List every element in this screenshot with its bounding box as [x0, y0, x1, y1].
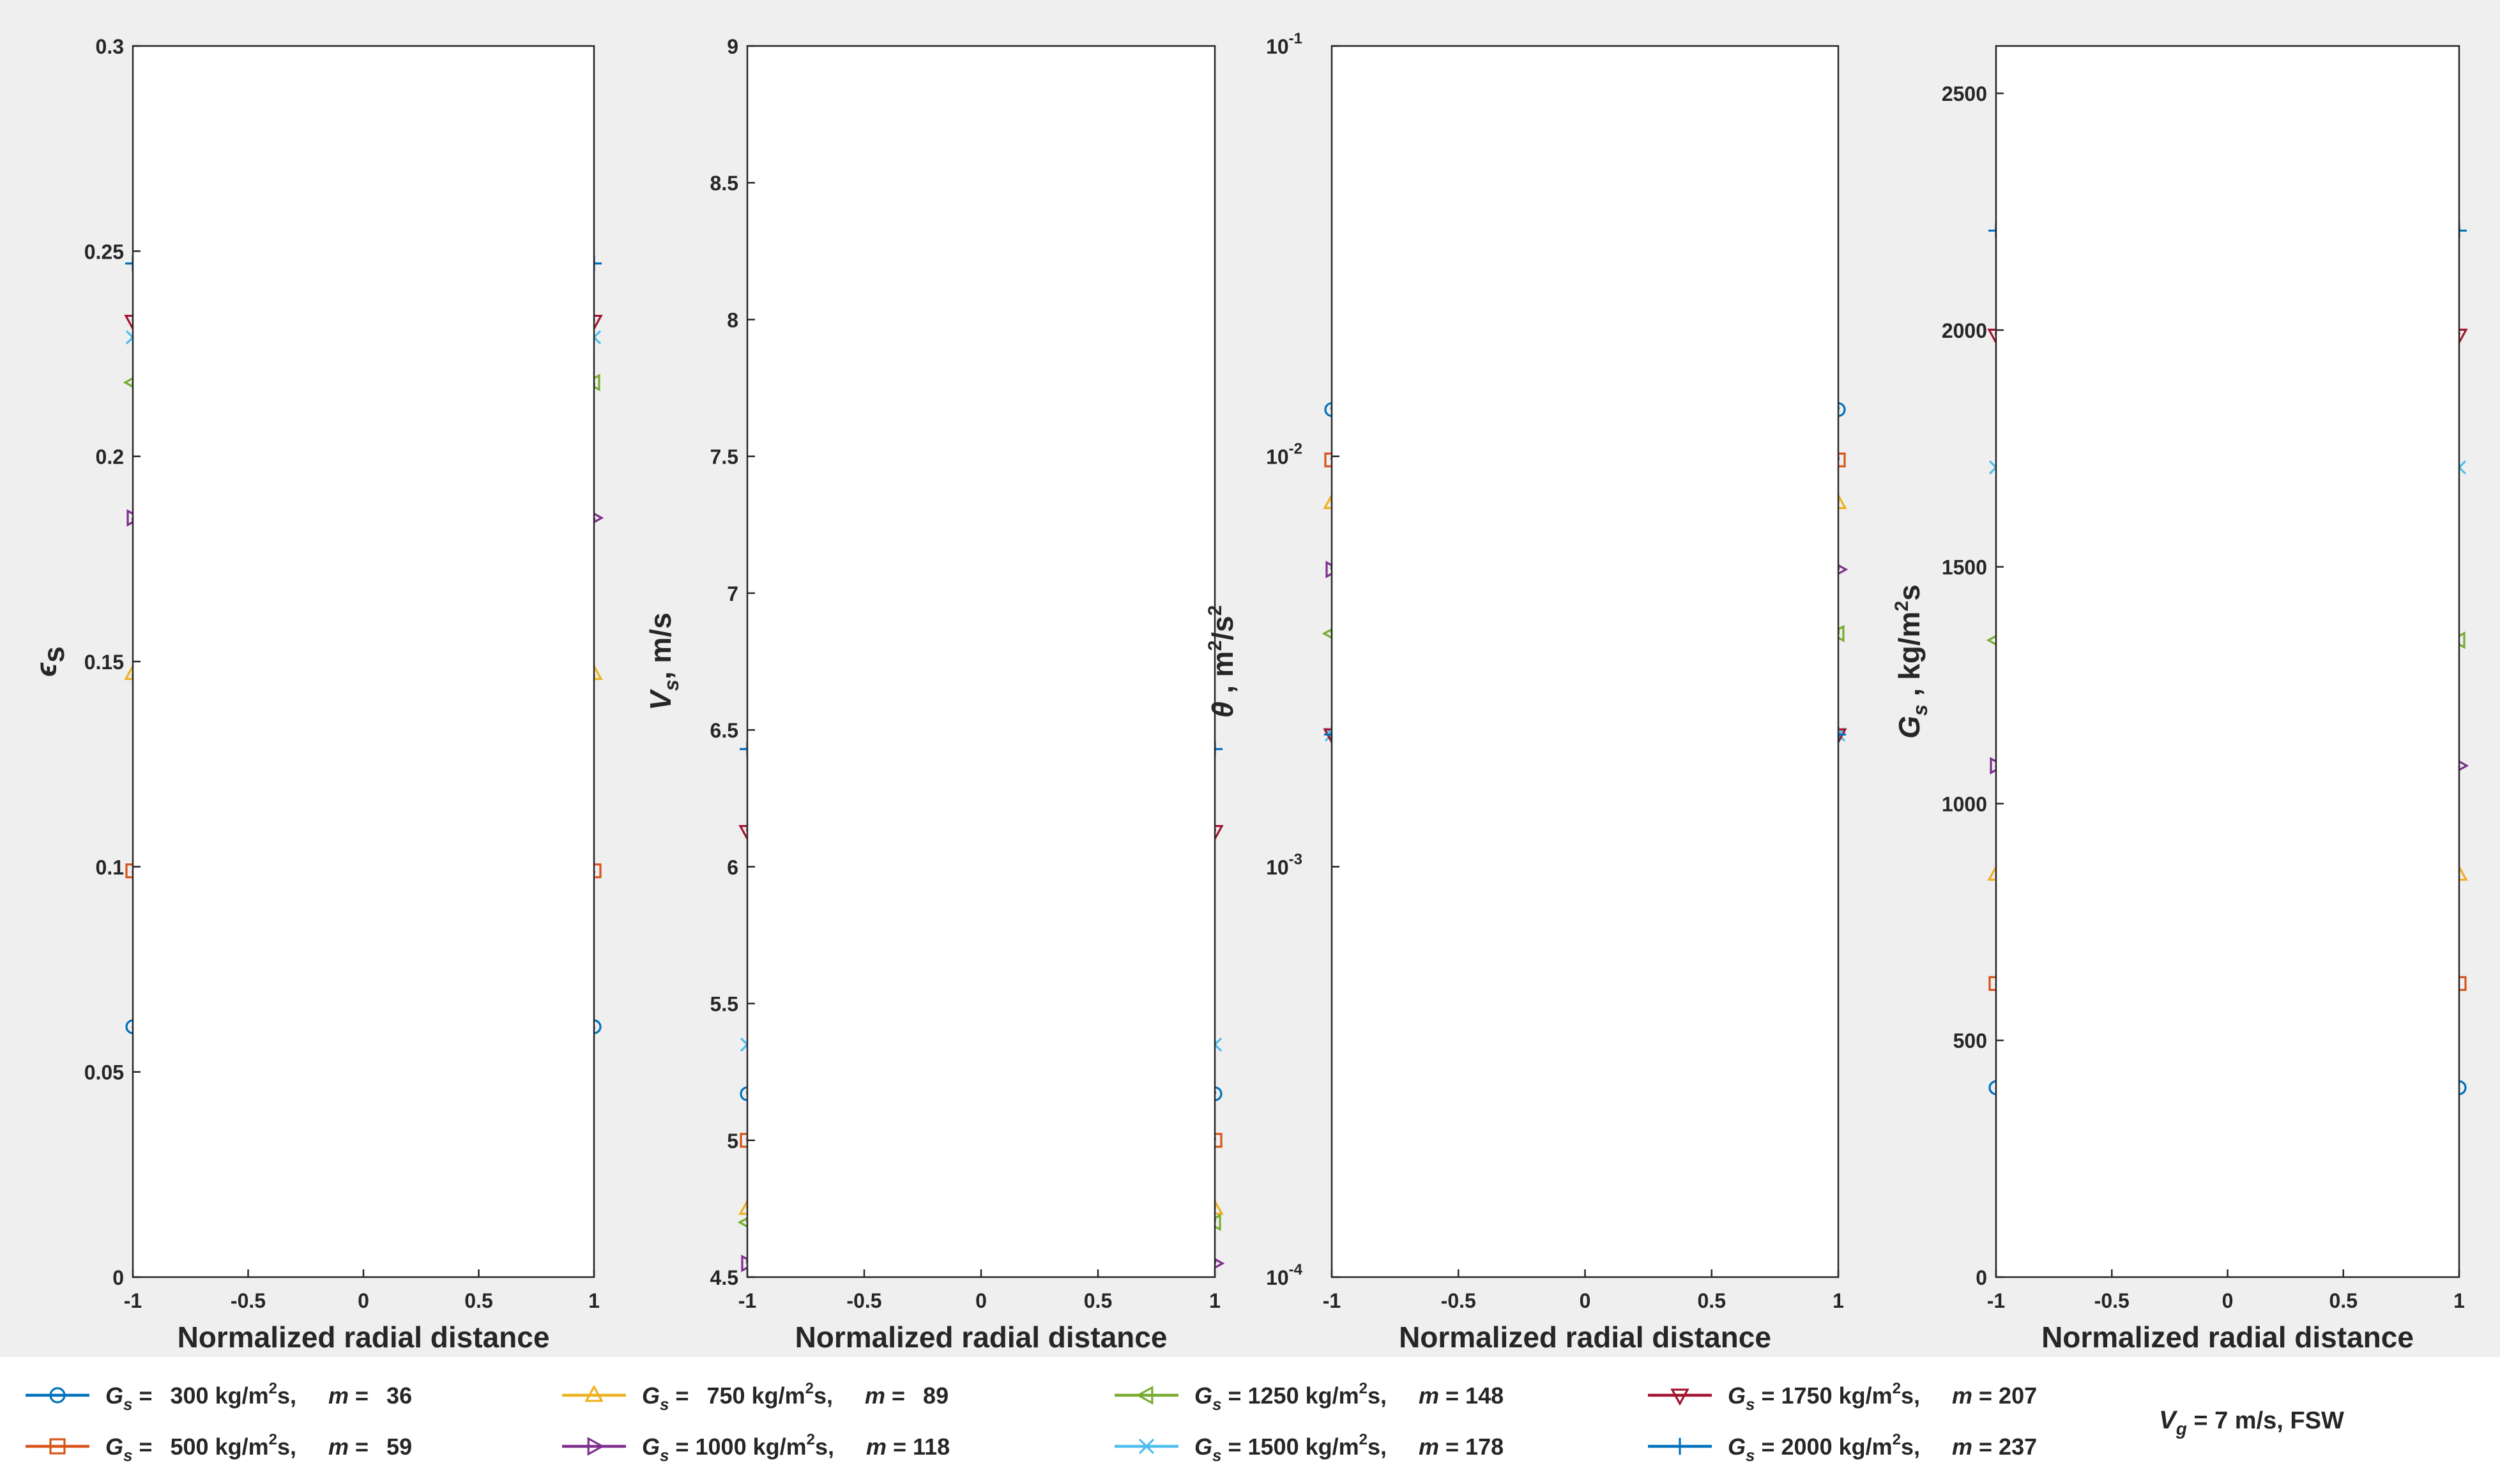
y-axis-label: ϵs — [29, 646, 70, 677]
y-tick-label: 0 — [1976, 1266, 1987, 1289]
x-tick-label: 0.5 — [1084, 1289, 1112, 1312]
panel-theta: -1 -0.5 0 0.5 1 10-4 10-3 10-2 10-1 Normalized ra… — [1205, 30, 1848, 1354]
x-tick-label: 0 — [358, 1289, 369, 1312]
y-tick-label: 8 — [727, 308, 738, 331]
y-tick-label: 2500 — [1942, 82, 1987, 105]
y-tick-label: 1000 — [1942, 792, 1987, 815]
x-axis-label: Normalized radial distance — [1399, 1321, 1771, 1354]
y-tick-label: 5 — [727, 1130, 738, 1153]
y-tick-label: 10-4 — [1266, 1261, 1303, 1289]
y-tick-label: 8.5 — [710, 172, 738, 195]
axes-box — [1995, 45, 2460, 1278]
legend-marker — [49, 1438, 66, 1455]
legend-marker — [1138, 1438, 1155, 1455]
x-tick-label: -1 — [738, 1289, 756, 1312]
legend-marker — [49, 1387, 66, 1404]
x-tick-label: -0.5 — [1441, 1289, 1476, 1312]
y-tick-label: 10-3 — [1266, 851, 1302, 879]
y-axis-label: Gs , kg/m2s — [1891, 584, 1932, 739]
legend-label: Gs = 2000 kg/m2s, m = 237 — [1728, 1431, 2037, 1465]
x-tick-label: 0 — [2222, 1289, 2234, 1312]
y-tick-label: 0.15 — [84, 651, 124, 674]
y-tick-label: 5.5 — [710, 993, 738, 1016]
y-tick-label: 7 — [727, 582, 738, 605]
legend-marker — [1136, 1386, 1154, 1405]
legend-label: Gs = 1250 kg/m2s, m = 148 — [1194, 1380, 1504, 1414]
y-tick-label: 0.25 — [84, 240, 124, 263]
y-tick-label: 500 — [1953, 1029, 1987, 1052]
legend-entry-300: Gs = 300 kg/m2s, m = 36 — [26, 1380, 412, 1414]
x-axis-label: Normalized radial distance — [795, 1321, 1168, 1354]
y-tick-label: 0.05 — [84, 1061, 124, 1084]
panel-velocity: -1 -0.5 0 0.5 1 4.5 5 5.5 6 6.5 7 7.5 8 8.5 9 Normalize… — [644, 35, 1225, 1354]
y-tick-label: 10-2 — [1266, 441, 1302, 469]
legend-label: Gs = 1750 kg/m2s, m = 207 — [1728, 1380, 2037, 1414]
panel-epsilon: -1 -0.5 0 0.5 1 0 0.05 0.1 0.15 0.2 0.25 0.3 Normali… — [29, 35, 604, 1354]
legend-entry-750: Gs = 750 kg/m2s, m = 89 — [562, 1380, 949, 1414]
legend-entry-1250: Gs = 1250 kg/m2s, m = 148 — [1115, 1380, 1504, 1414]
legend-marker — [1671, 1437, 1689, 1455]
legend-label: Gs = 1500 kg/m2s, m = 178 — [1194, 1431, 1504, 1465]
x-tick-label: -1 — [124, 1289, 142, 1312]
x-tick-label: 0 — [975, 1289, 987, 1312]
y-tick-label: 4.5 — [710, 1266, 738, 1289]
x-tick-label: -1 — [1323, 1289, 1341, 1312]
x-tick-label: -1 — [1987, 1289, 2005, 1312]
y-tick-label: 7.5 — [710, 446, 738, 469]
y-tick-label: 2000 — [1942, 319, 1987, 342]
x-tick-label: 1 — [1209, 1289, 1221, 1312]
legend-label: Gs = 300 kg/m2s, m = 36 — [105, 1380, 412, 1414]
x-tick-label: 1 — [588, 1289, 600, 1312]
legend-entry-1500: Gs = 1500 kg/m2s, m = 178 — [1115, 1431, 1504, 1465]
x-tick-label: 0.5 — [1698, 1289, 1726, 1312]
x-axis-label: Normalized radial distance — [2041, 1321, 2414, 1354]
legend-entry-500: Gs = 500 kg/m2s, m = 59 — [26, 1431, 412, 1465]
y-tick-label: 6 — [727, 856, 738, 879]
panel-flux: -1 -0.5 0 0.5 1 0 500 1000 1500 2000 2500 Normalize… — [1891, 45, 2469, 1354]
x-tick-label: 0.5 — [464, 1289, 492, 1312]
y-tick-label: 10-1 — [1266, 30, 1302, 58]
y-tick-label: 0.3 — [96, 35, 124, 58]
y-tick-label: 0.2 — [96, 446, 124, 469]
legend-marker — [1670, 1388, 1689, 1406]
y-tick-label: 9 — [727, 35, 738, 58]
axes-box — [132, 45, 595, 1278]
legend-entry-2000: Gs = 2000 kg/m2s, m = 237 — [1648, 1431, 2037, 1465]
legend-note: Vg = 7 m/s, FSW — [2159, 1406, 2344, 1439]
x-tick-label: -0.5 — [846, 1289, 881, 1312]
legend-label: Gs = 1000 kg/m2s, m = 118 — [642, 1431, 950, 1465]
legend-entry-1750: Gs = 1750 kg/m2s, m = 207 — [1648, 1380, 2037, 1414]
y-tick-label: 0.1 — [96, 856, 124, 879]
axes-box — [1330, 45, 1840, 1278]
x-tick-label: -0.5 — [231, 1289, 266, 1312]
x-tick-label: -0.5 — [2094, 1289, 2130, 1312]
x-tick-label: 1 — [2453, 1289, 2465, 1312]
y-tick-label: 0 — [112, 1266, 124, 1289]
y-tick-label: 6.5 — [710, 719, 738, 742]
y-tick-label: 1500 — [1942, 556, 1987, 579]
legend-label: Gs = 750 kg/m2s, m = 89 — [642, 1380, 949, 1414]
x-tick-label: 0 — [1580, 1289, 1591, 1312]
legend-marker — [584, 1384, 604, 1402]
legend: Gs = 300 kg/m2s, m = 36 Gs = 500 kg/m2s, m … — [0, 1357, 2500, 1484]
x-axis-label: Normalized radial distance — [178, 1321, 550, 1354]
legend-entry-1000: Gs = 1000 kg/m2s, m = 118 — [562, 1431, 950, 1465]
axes-box — [746, 45, 1216, 1278]
x-tick-label: 1 — [1833, 1289, 1844, 1312]
legend-marker — [587, 1437, 605, 1456]
legend-background — [0, 1357, 2500, 1484]
y-axis-label: Vs, m/s — [644, 612, 683, 710]
legend-label: Gs = 500 kg/m2s, m = 59 — [105, 1431, 412, 1465]
x-tick-label: 0.5 — [2329, 1289, 2358, 1312]
y-axis-label: θ , m2/s2 — [1205, 605, 1239, 718]
